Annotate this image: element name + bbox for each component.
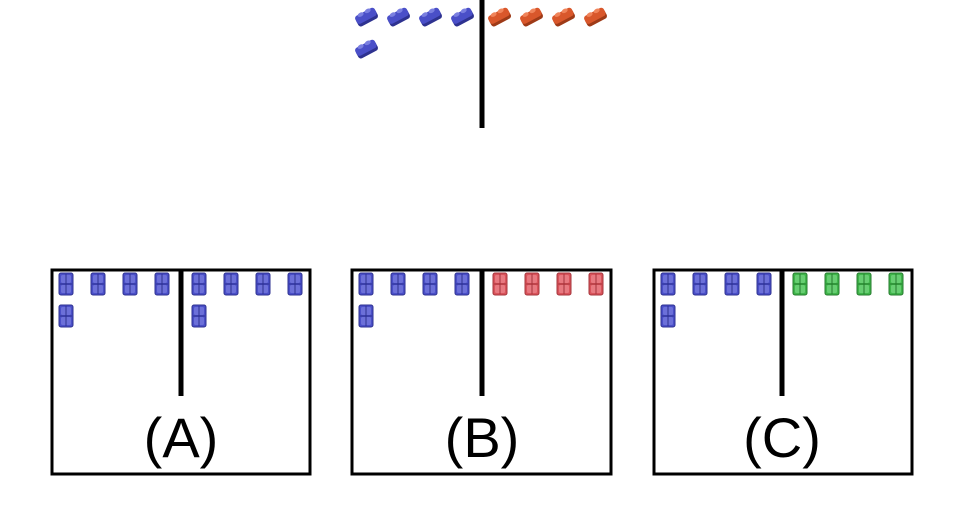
green-block-icon — [792, 272, 808, 296]
orange-block-icon — [552, 7, 576, 27]
blue-block-icon — [58, 304, 74, 328]
blue-block-icon — [387, 7, 411, 27]
red-block-icon — [492, 272, 508, 296]
option-c-label[interactable]: (C) — [743, 406, 821, 469]
blue-block-icon — [454, 272, 470, 296]
blue-block-icon — [255, 272, 271, 296]
blue-block-icon — [90, 272, 106, 296]
green-block-icon — [824, 272, 840, 296]
blue-block-icon — [422, 272, 438, 296]
blue-block-icon — [724, 272, 740, 296]
blue-block-icon — [191, 304, 207, 328]
blue-block-icon — [223, 272, 239, 296]
blue-block-icon — [358, 304, 374, 328]
green-block-icon — [856, 272, 872, 296]
option-a-label[interactable]: (A) — [143, 406, 219, 469]
red-block-icon — [524, 272, 540, 296]
blue-block-icon — [58, 272, 74, 296]
orange-block-icon — [488, 7, 512, 27]
blue-block-icon — [390, 272, 406, 296]
blue-block-icon — [355, 39, 379, 59]
option-b-label[interactable]: (B) — [444, 406, 520, 469]
blue-block-icon — [358, 272, 374, 296]
blue-block-icon — [191, 272, 207, 296]
red-block-icon — [588, 272, 604, 296]
blue-block-icon — [660, 272, 676, 296]
blue-block-icon — [756, 272, 772, 296]
blue-block-icon — [660, 304, 676, 328]
blocks-layer — [58, 7, 904, 328]
green-block-icon — [888, 272, 904, 296]
blue-block-icon — [287, 272, 303, 296]
blue-block-icon — [355, 7, 379, 27]
blue-block-icon — [122, 272, 138, 296]
red-block-icon — [556, 272, 572, 296]
orange-block-icon — [584, 7, 608, 27]
blue-block-icon — [419, 7, 443, 27]
blue-block-icon — [154, 272, 170, 296]
blue-block-icon — [692, 272, 708, 296]
blue-block-icon — [451, 7, 475, 27]
orange-block-icon — [520, 7, 544, 27]
